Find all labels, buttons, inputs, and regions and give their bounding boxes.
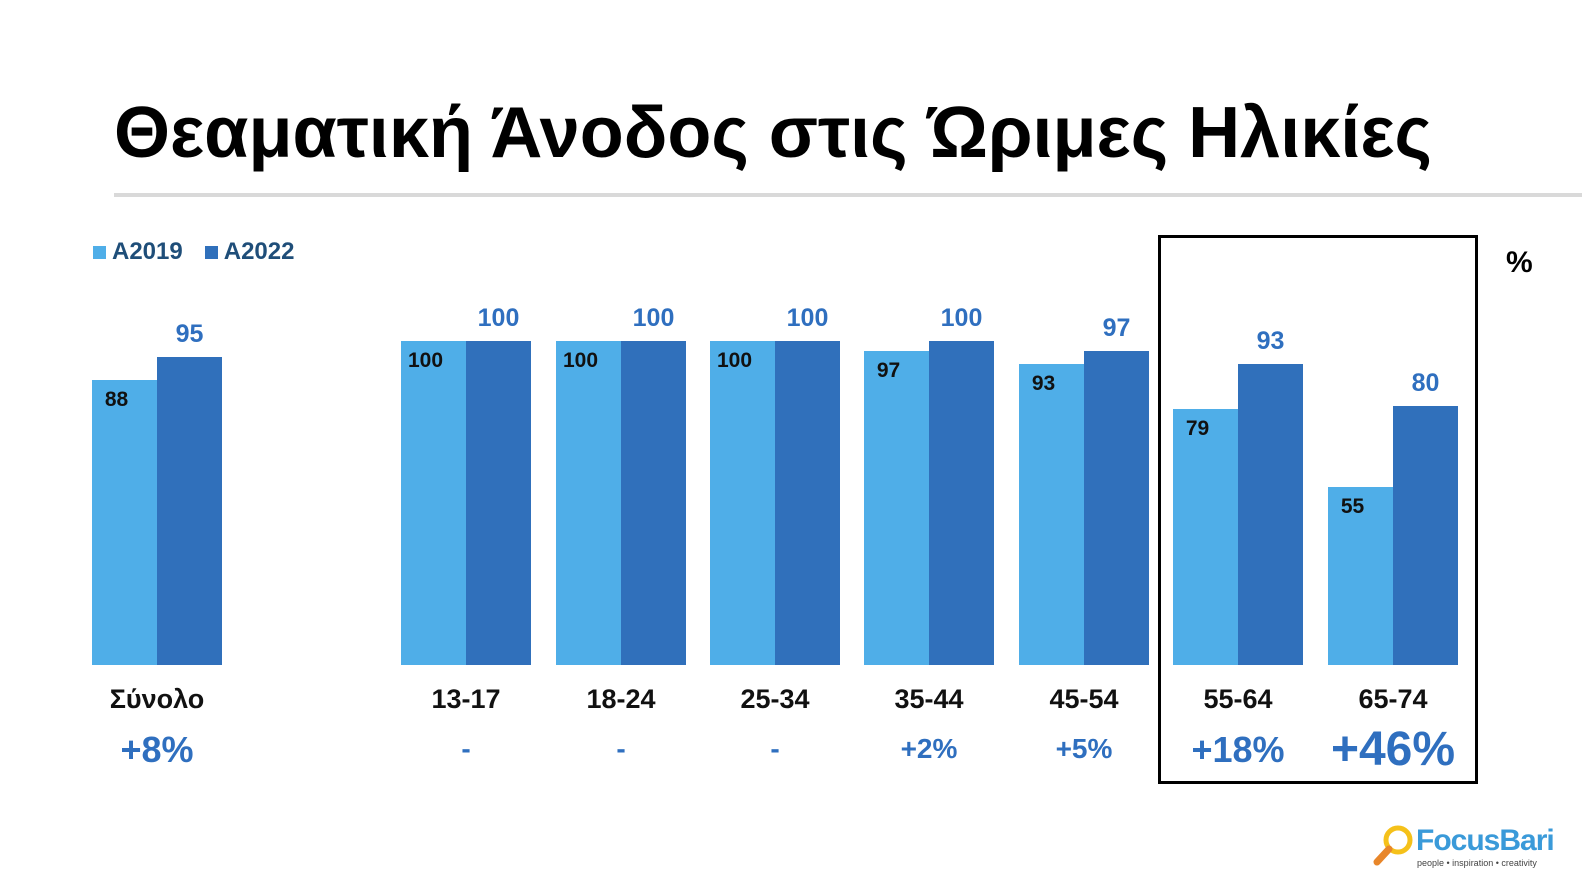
bar-a2022 xyxy=(1393,405,1458,665)
bar-a2022 xyxy=(1084,350,1149,665)
bar-a2022 xyxy=(157,357,222,665)
change-label: - xyxy=(770,733,780,764)
change-label: +5% xyxy=(1055,733,1113,764)
legend-a2022: A2022 xyxy=(204,238,295,266)
bar-a2019 xyxy=(401,341,466,665)
value-label: 100 xyxy=(562,349,599,372)
focusbari-logo: FocusBari people • inspiration • creativ… xyxy=(1372,822,1555,875)
category-label: 65-74 xyxy=(1358,684,1428,714)
category-label: 35-44 xyxy=(894,684,964,714)
value-label: 93 xyxy=(1256,326,1285,355)
bar-a2022 xyxy=(621,341,686,665)
unit-label: % xyxy=(1506,246,1533,279)
logo-tagline: people • inspiration • creativity xyxy=(1417,858,1537,868)
magnifier-icon xyxy=(1373,825,1413,866)
value-label: 79 xyxy=(1185,417,1210,441)
bar-a2019 xyxy=(1019,363,1084,665)
category-label: 25-34 xyxy=(740,684,810,714)
bar-a2019 xyxy=(556,341,621,665)
category-label: 18-24 xyxy=(586,684,656,714)
legend-swatch xyxy=(204,246,218,260)
legend-swatch xyxy=(93,246,106,260)
value-label: 97 xyxy=(1102,313,1131,342)
category-label: 55-64 xyxy=(1203,684,1273,714)
value-label: 93 xyxy=(1031,371,1056,395)
bar-a2019 xyxy=(864,350,929,665)
category-label: 13-17 xyxy=(431,684,501,714)
value-label: 100 xyxy=(632,304,675,332)
title-divider xyxy=(114,193,1582,197)
value-label: 97 xyxy=(876,358,901,382)
bar-a2019 xyxy=(92,379,157,665)
bar-a2022 xyxy=(1238,363,1303,665)
value-label: 100 xyxy=(940,304,983,332)
change-label: +8% xyxy=(120,729,194,770)
bar-a2019 xyxy=(710,341,775,665)
legend: A2019 A2022 xyxy=(93,238,294,266)
category-label: Σύνολο xyxy=(109,684,205,714)
change-label: +2% xyxy=(900,733,958,764)
bar-a2022 xyxy=(929,341,994,665)
change-label: +46% xyxy=(1330,723,1456,776)
legend-a2019: A2019 xyxy=(93,238,183,266)
value-label: 55 xyxy=(1340,494,1365,518)
change-label: +18% xyxy=(1191,729,1285,770)
value-label: 80 xyxy=(1411,368,1440,397)
value-label: 100 xyxy=(716,349,753,372)
logo-name: FocusBari xyxy=(1416,824,1555,857)
bar-a2019 xyxy=(1328,486,1393,665)
value-label: 100 xyxy=(786,304,829,332)
bar-a2022 xyxy=(775,341,840,665)
bar-a2019 xyxy=(1173,409,1238,665)
bar-a2022 xyxy=(466,341,531,665)
change-label: - xyxy=(461,733,471,764)
value-label: 88 xyxy=(104,387,129,411)
value-label: 100 xyxy=(477,304,520,332)
legend-label: A2019 xyxy=(112,238,183,265)
legend-label: A2022 xyxy=(223,238,295,265)
value-label: 100 xyxy=(407,349,444,372)
change-label: - xyxy=(616,733,626,764)
value-label: 95 xyxy=(175,320,204,349)
category-label: 45-54 xyxy=(1049,684,1119,714)
highlight-box xyxy=(1158,235,1478,784)
page-title: Θεαματική Άνοδος στις Ώριμες Ηλικίες xyxy=(114,93,1432,173)
